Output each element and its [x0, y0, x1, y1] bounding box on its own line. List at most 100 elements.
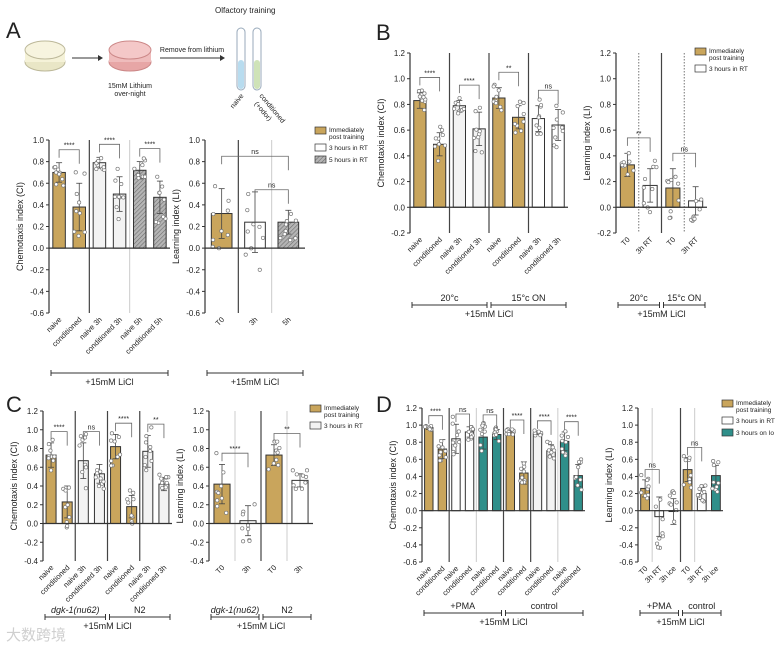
data-point [695, 493, 700, 498]
significance-label: ns [648, 463, 656, 470]
data-point [697, 486, 702, 491]
legend-label: Immediately [324, 405, 360, 412]
legend-swatch [721, 428, 734, 437]
data-point [126, 500, 131, 505]
data-point [563, 453, 568, 458]
data-point [83, 432, 89, 437]
data-point [655, 541, 660, 546]
y-tick-label: 1.0 [33, 136, 45, 145]
data-point [54, 182, 59, 187]
data-point [282, 232, 287, 237]
y-tick-label: 1.0 [189, 136, 201, 145]
data-point [669, 502, 674, 507]
data-point [148, 449, 153, 454]
data-point [109, 438, 114, 443]
data-point [436, 158, 441, 163]
data-point [535, 131, 540, 137]
data-point [113, 178, 118, 183]
data-point [554, 103, 559, 108]
y-tick-label: 1.2 [406, 404, 418, 413]
x-tick-label: 3h ice [700, 564, 721, 585]
data-point [257, 267, 262, 272]
data-point [211, 211, 216, 217]
significance-label: **** [54, 425, 65, 432]
data-point [304, 474, 309, 479]
data-point [456, 429, 461, 434]
data-point [291, 483, 296, 488]
data-point [144, 468, 149, 473]
data-point [114, 205, 119, 210]
data-point [78, 434, 83, 439]
panel-letter-b: B [376, 20, 391, 45]
data-point [532, 428, 537, 433]
y-tick-label: 1.0 [193, 426, 205, 435]
y-axis-label: Chemotaxis index (CI) [388, 440, 398, 529]
y-tick-label: 0.6 [622, 455, 634, 464]
data-point [257, 224, 262, 229]
data-point [245, 208, 250, 213]
data-point [51, 458, 56, 463]
dish-label-line2: over-night [114, 91, 145, 98]
significance-bracket [273, 433, 301, 448]
x-tick-label: 3h ice [657, 564, 678, 585]
x-tick-label: 3h RT [634, 235, 655, 256]
data-point [215, 498, 220, 503]
y-tick-label: -0.6 [619, 558, 633, 567]
data-point [456, 102, 461, 107]
data-point [443, 449, 448, 454]
significance-bracket [139, 148, 161, 163]
significance-bracket [221, 155, 289, 171]
data-point [82, 171, 87, 176]
data-point [506, 432, 511, 437]
data-point [715, 489, 720, 494]
data-point [144, 434, 149, 439]
data-point [450, 414, 455, 419]
data-point [140, 163, 145, 168]
data-point [121, 195, 126, 200]
data-point [545, 439, 550, 444]
legend-label: post training [736, 407, 772, 414]
data-point [549, 450, 554, 455]
data-point [247, 538, 252, 543]
data-point [496, 439, 501, 444]
y-tick-label: 0.6 [600, 126, 612, 135]
data-point [416, 88, 421, 94]
data-point [216, 490, 221, 495]
data-point [149, 425, 154, 430]
data-point [579, 487, 584, 492]
data-point [288, 211, 293, 216]
data-point [559, 446, 565, 451]
data-point [142, 463, 147, 468]
significance-bracket [626, 137, 651, 152]
data-point [639, 473, 644, 478]
data-point [647, 210, 653, 215]
data-point [432, 144, 437, 149]
legend-swatch [309, 421, 322, 430]
y-tick-label: 0.8 [189, 158, 201, 167]
data-point [477, 105, 482, 110]
y-tick-label: 0.4 [189, 201, 201, 210]
data-point [119, 181, 124, 187]
y-tick-label: 0.0 [33, 244, 45, 253]
y-tick-label: 0.0 [193, 520, 205, 529]
significance-bracket [254, 189, 289, 204]
data-point [77, 211, 82, 216]
data-point [536, 429, 541, 434]
data-point [219, 484, 224, 489]
x-tick-label: T0 [214, 563, 227, 576]
group-label: 15°c ON [667, 293, 701, 303]
data-point [80, 437, 85, 442]
x-tick-label: 3h RT [679, 235, 700, 256]
data-point [669, 177, 674, 182]
data-point [510, 427, 515, 432]
x-tick-label: T0 [665, 235, 678, 248]
group-label: N2 [134, 605, 146, 615]
y-tick-label: 1.2 [193, 407, 205, 416]
data-point [74, 209, 79, 214]
group-label: 20°c [630, 293, 649, 303]
significance-label: ns [486, 408, 494, 415]
data-point [159, 476, 164, 481]
data-point [538, 433, 543, 438]
